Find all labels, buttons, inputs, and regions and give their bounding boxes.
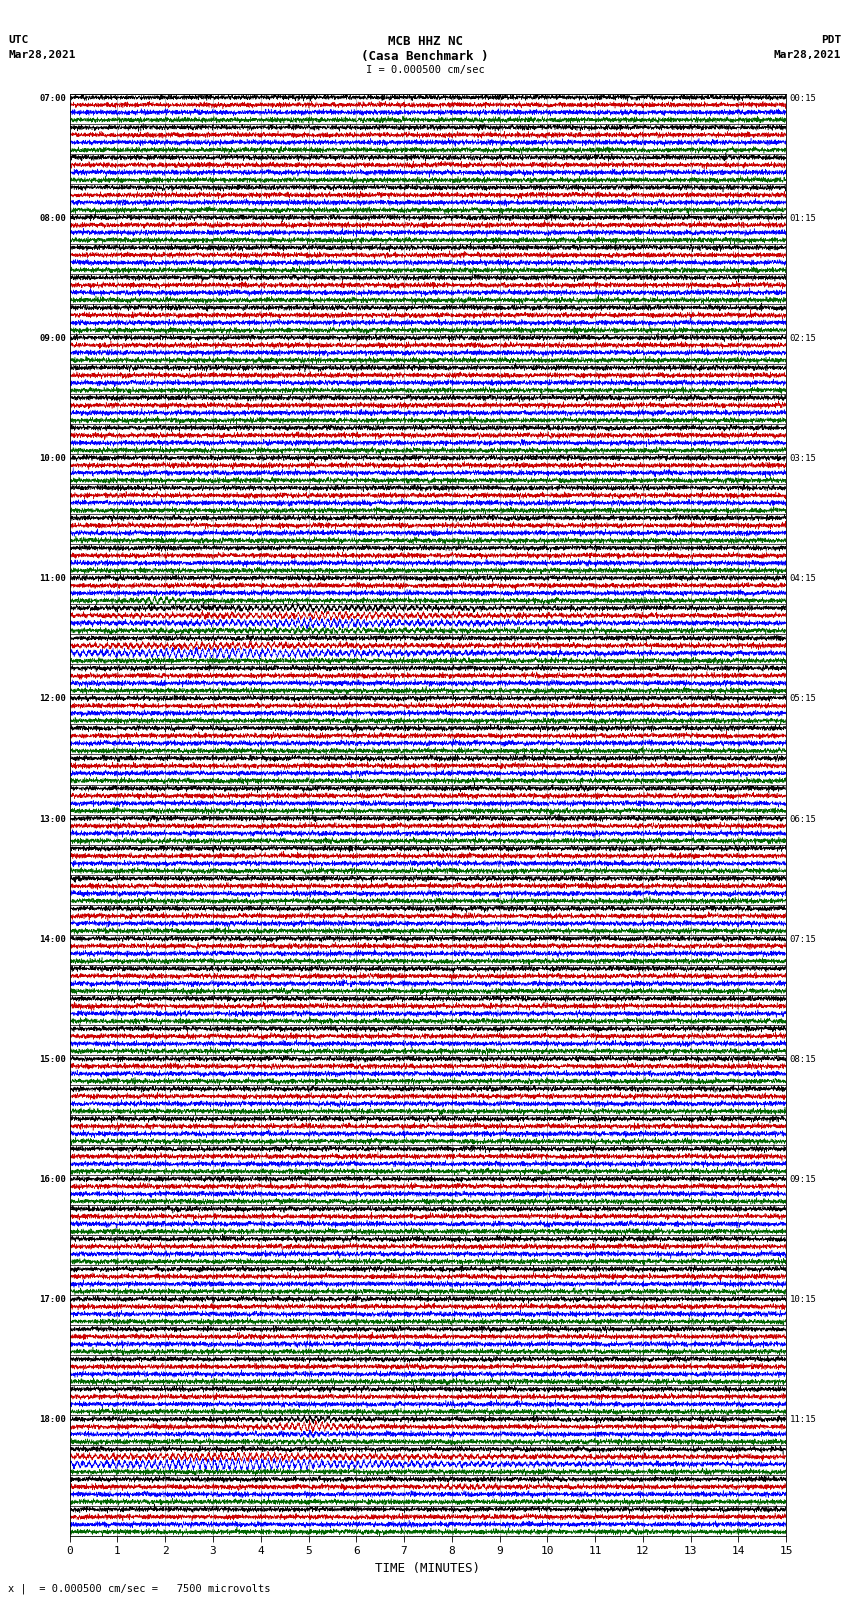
Text: MCB HHZ NC: MCB HHZ NC [388,35,462,48]
Text: 14:00: 14:00 [39,934,66,944]
Text: Mar28,2021: Mar28,2021 [8,50,76,60]
Text: 10:00: 10:00 [39,455,66,463]
Text: 11:15: 11:15 [790,1416,817,1424]
Text: 04:15: 04:15 [790,574,817,584]
Text: x |  = 0.000500 cm/sec =   7500 microvolts: x | = 0.000500 cm/sec = 7500 microvolts [8,1582,271,1594]
Text: 09:15: 09:15 [790,1174,817,1184]
Text: (Casa Benchmark ): (Casa Benchmark ) [361,50,489,63]
Text: 06:15: 06:15 [790,815,817,824]
Text: 10:15: 10:15 [790,1295,817,1305]
X-axis label: TIME (MINUTES): TIME (MINUTES) [376,1561,480,1574]
Text: 12:00: 12:00 [39,695,66,703]
Text: 03:15: 03:15 [790,455,817,463]
Text: 07:00: 07:00 [39,94,66,103]
Text: 02:15: 02:15 [790,334,817,344]
Text: 08:15: 08:15 [790,1055,817,1065]
Text: 16:00: 16:00 [39,1174,66,1184]
Text: 09:00: 09:00 [39,334,66,344]
Text: 00:15: 00:15 [790,94,817,103]
Text: 18:00: 18:00 [39,1416,66,1424]
Text: I = 0.000500 cm/sec: I = 0.000500 cm/sec [366,65,484,74]
Text: 15:00: 15:00 [39,1055,66,1065]
Text: 17:00: 17:00 [39,1295,66,1305]
Text: 07:15: 07:15 [790,934,817,944]
Text: 01:15: 01:15 [790,215,817,223]
Text: 08:00: 08:00 [39,215,66,223]
Text: Mar28,2021: Mar28,2021 [774,50,842,60]
Text: 13:00: 13:00 [39,815,66,824]
Text: 11:00: 11:00 [39,574,66,584]
Text: 05:15: 05:15 [790,695,817,703]
Text: PDT: PDT [821,35,842,45]
Text: UTC: UTC [8,35,29,45]
